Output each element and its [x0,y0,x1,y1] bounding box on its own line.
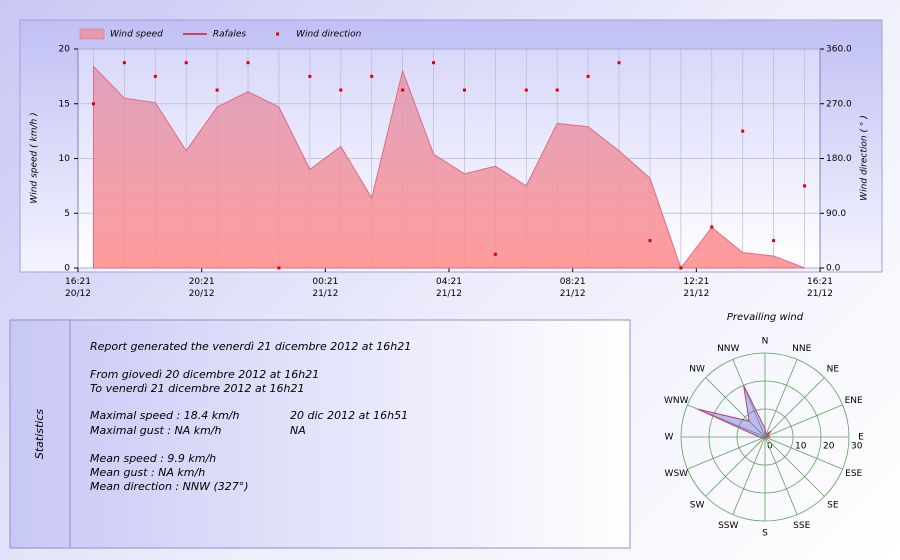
stats-panel [9,319,631,549]
radar-category: WSW [665,469,689,479]
radar-tick-label: 30 [851,442,863,452]
direction-point [153,74,157,78]
radar-spoke [764,404,843,438]
direction-point [277,266,281,270]
y-tick-label: 10 [59,154,71,164]
radar-category: NW [689,365,705,375]
legend-label: Wind direction [296,30,362,40]
y2-axis-label: Wind direction ( ° ) [860,115,870,200]
direction-point [524,88,528,92]
y-tick-label: 15 [59,99,70,109]
direction-point [246,61,250,65]
stats-line: To venerdì 21 dicembre 2012 at 16h21 [90,382,305,395]
stats-line: From giovedì 20 dicembre 2012 at 16h21 [90,368,319,381]
direction-point [555,88,559,92]
radar-spoke [764,436,843,470]
y2-tick-label: 90.0 [826,209,846,219]
stats-line: Maximal speed : 18.4 km/h [90,409,240,422]
stats-line: Maximal gust : NA km/h [90,424,222,437]
radar-tick-label: 20 [823,442,835,452]
legend-swatch [276,32,280,36]
legend-swatch [79,28,105,40]
radar-category: W [665,433,674,443]
y2-tick-label: 180.0 [826,154,852,164]
direction-point [432,61,436,65]
direction-point [215,88,219,92]
radar-area [697,385,772,439]
radar-spoke [764,436,825,497]
direction-point [91,102,95,106]
direction-point [803,184,807,188]
direction-point [339,88,343,92]
area [92,65,805,270]
stats-line: NA [290,424,306,437]
radar-spoke [764,359,798,438]
stats-line: Report generated the venerdì 21 dicembre… [90,340,411,353]
radar-spoke [764,436,798,515]
radar-category: ENE [845,396,863,406]
direction-point [772,239,776,243]
direction-point [617,61,621,65]
direction-point [122,61,126,65]
radar-category: SSW [718,521,738,531]
radar-tick-label: 10 [795,442,807,452]
x-tick-label: 08:21 21/12 [559,277,586,299]
direction-point [679,266,683,270]
direction-point [648,239,652,243]
direction-point [710,225,714,229]
radar-spoke [705,436,766,497]
radar-title: Prevailing wind [727,312,804,323]
direction-point [308,74,312,78]
direction-point [493,252,497,256]
radar-category: NE [827,365,840,375]
x-tick-label: 16:21 20/12 [65,277,91,299]
radar-spoke [732,436,766,515]
direction-point [370,74,374,78]
x-tick-label: 04:21 21/12 [436,277,462,299]
y2-tick-label: 360.0 [826,45,852,55]
y2-tick-label: 0.0 [826,264,841,274]
x-tick-label: 16:21 21/12 [807,277,833,299]
y-axis-label: Wind speed ( km/h ) [30,112,40,203]
radar-category: SSE [793,521,810,531]
y-tick-label: 20 [59,45,71,55]
stats-line: Mean speed : 9.9 km/h [90,452,216,465]
radar-category: ESE [845,469,862,479]
radar-category: E [858,433,864,443]
x-tick-label: 20:21 20/12 [188,277,215,299]
radar-spoke [732,359,766,438]
radar-tick-label: 0 [767,442,773,452]
direction-point [462,88,466,92]
legend-label: Wind speed [110,30,163,40]
stats-line: 20 dic 2012 at 16h51 [290,409,408,422]
radar-category: WNW [664,396,689,406]
radar-spoke [764,377,825,438]
x-tick-label: 12:21 21/12 [683,277,710,299]
radar-category: S [762,529,768,539]
y-tick-label: 5 [64,209,70,219]
legend-label: Rafales [213,30,246,40]
radar-category: N [762,337,769,347]
radar-category: SE [827,500,839,510]
radar-category: SW [690,500,705,510]
stats-line: Mean gust : NA km/h [90,466,205,479]
x-tick-label: 00:21 21/12 [312,277,339,299]
stats-title: Statistics [33,409,46,460]
direction-point [401,88,405,92]
stats-line: Mean direction : NNW (327°) [90,480,249,493]
radar-spoke [705,377,766,438]
direction-point [586,74,590,78]
radar-category: NNE [792,344,811,354]
radar-spoke [687,436,766,470]
direction-point [184,61,188,65]
y2-tick-label: 270.0 [826,99,852,109]
radar-category: NNW [717,344,739,354]
y-tick-label: 0 [64,264,70,274]
direction-point [741,129,745,133]
